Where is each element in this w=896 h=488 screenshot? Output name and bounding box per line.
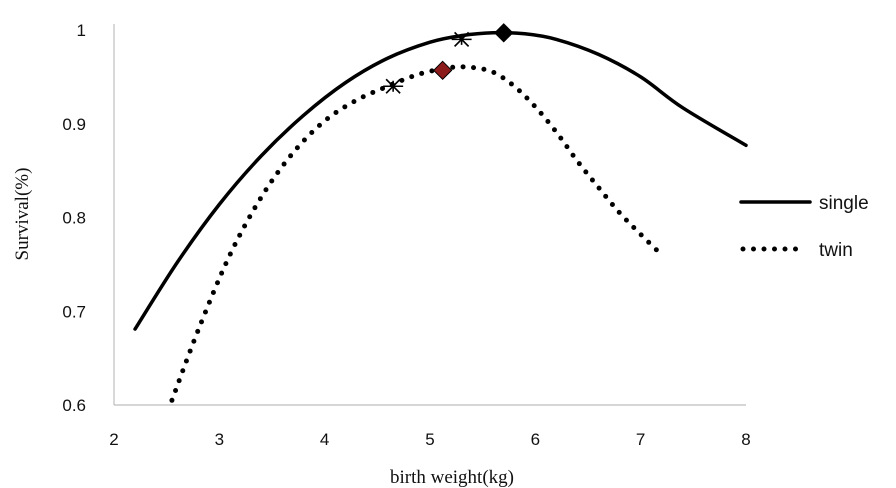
legend-label-twin: twin: [819, 240, 853, 261]
y-tick-label: 0.7: [62, 302, 86, 321]
y-tick-label: 0.6: [62, 396, 86, 415]
legend: single twin: [739, 193, 869, 261]
x-tick-label: 6: [531, 430, 540, 449]
diamond-marker-single: [494, 23, 514, 43]
x-tick-label: 8: [741, 430, 750, 449]
x-axis-title: birth weight(kg): [390, 467, 514, 488]
asterisk-marker-single: [451, 31, 472, 47]
diamond-marker-twin: [432, 60, 453, 81]
asterisk-marker-twin: [383, 78, 404, 94]
plot-series: [133, 30, 748, 403]
legend-label-single: single: [819, 193, 869, 214]
y-tick-label: 0.8: [62, 209, 86, 228]
series-line-single: [133, 30, 748, 331]
x-tick-label: 3: [215, 430, 224, 449]
x-tick-label: 2: [109, 430, 118, 449]
series-line-twin: [169, 64, 665, 403]
x-tick-label: 4: [320, 430, 329, 449]
y-axis-title: Survival(%): [12, 168, 33, 261]
y-tick-labels: 0.6 0.7 0.8 0.9 1: [62, 21, 86, 415]
x-tick-label: 5: [425, 430, 434, 449]
x-tick-labels: 2 3 4 5 6 7 8: [109, 430, 750, 449]
y-tick-label: 0.9: [62, 115, 86, 134]
x-tick-label: 7: [636, 430, 645, 449]
plot-markers: [383, 23, 514, 94]
y-tick-label: 1: [77, 21, 86, 40]
